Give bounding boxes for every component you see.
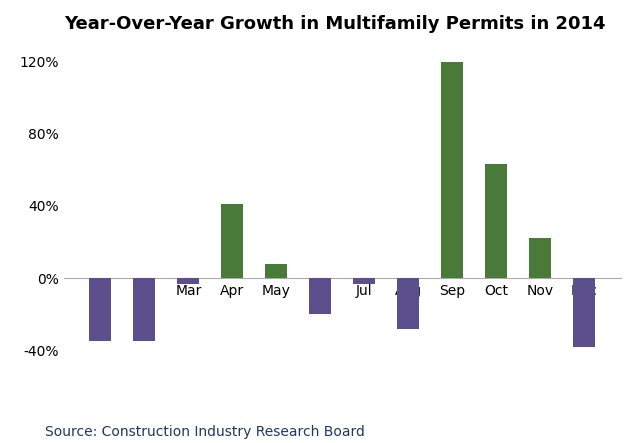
Bar (573, 278, 595, 347)
Bar (221, 204, 243, 278)
Bar (266, 264, 287, 278)
Bar (90, 278, 111, 342)
Bar (529, 238, 552, 278)
Bar (397, 278, 419, 329)
Bar (486, 164, 508, 278)
Bar (309, 278, 332, 315)
Bar (353, 278, 376, 284)
Bar (133, 278, 156, 342)
Text: Source: Construction Industry Research Board: Source: Construction Industry Research B… (45, 424, 365, 439)
Bar (177, 278, 199, 284)
Text: Year-Over-Year Growth in Multifamily Permits in 2014: Year-Over-Year Growth in Multifamily Per… (64, 15, 605, 33)
Bar (442, 62, 463, 278)
